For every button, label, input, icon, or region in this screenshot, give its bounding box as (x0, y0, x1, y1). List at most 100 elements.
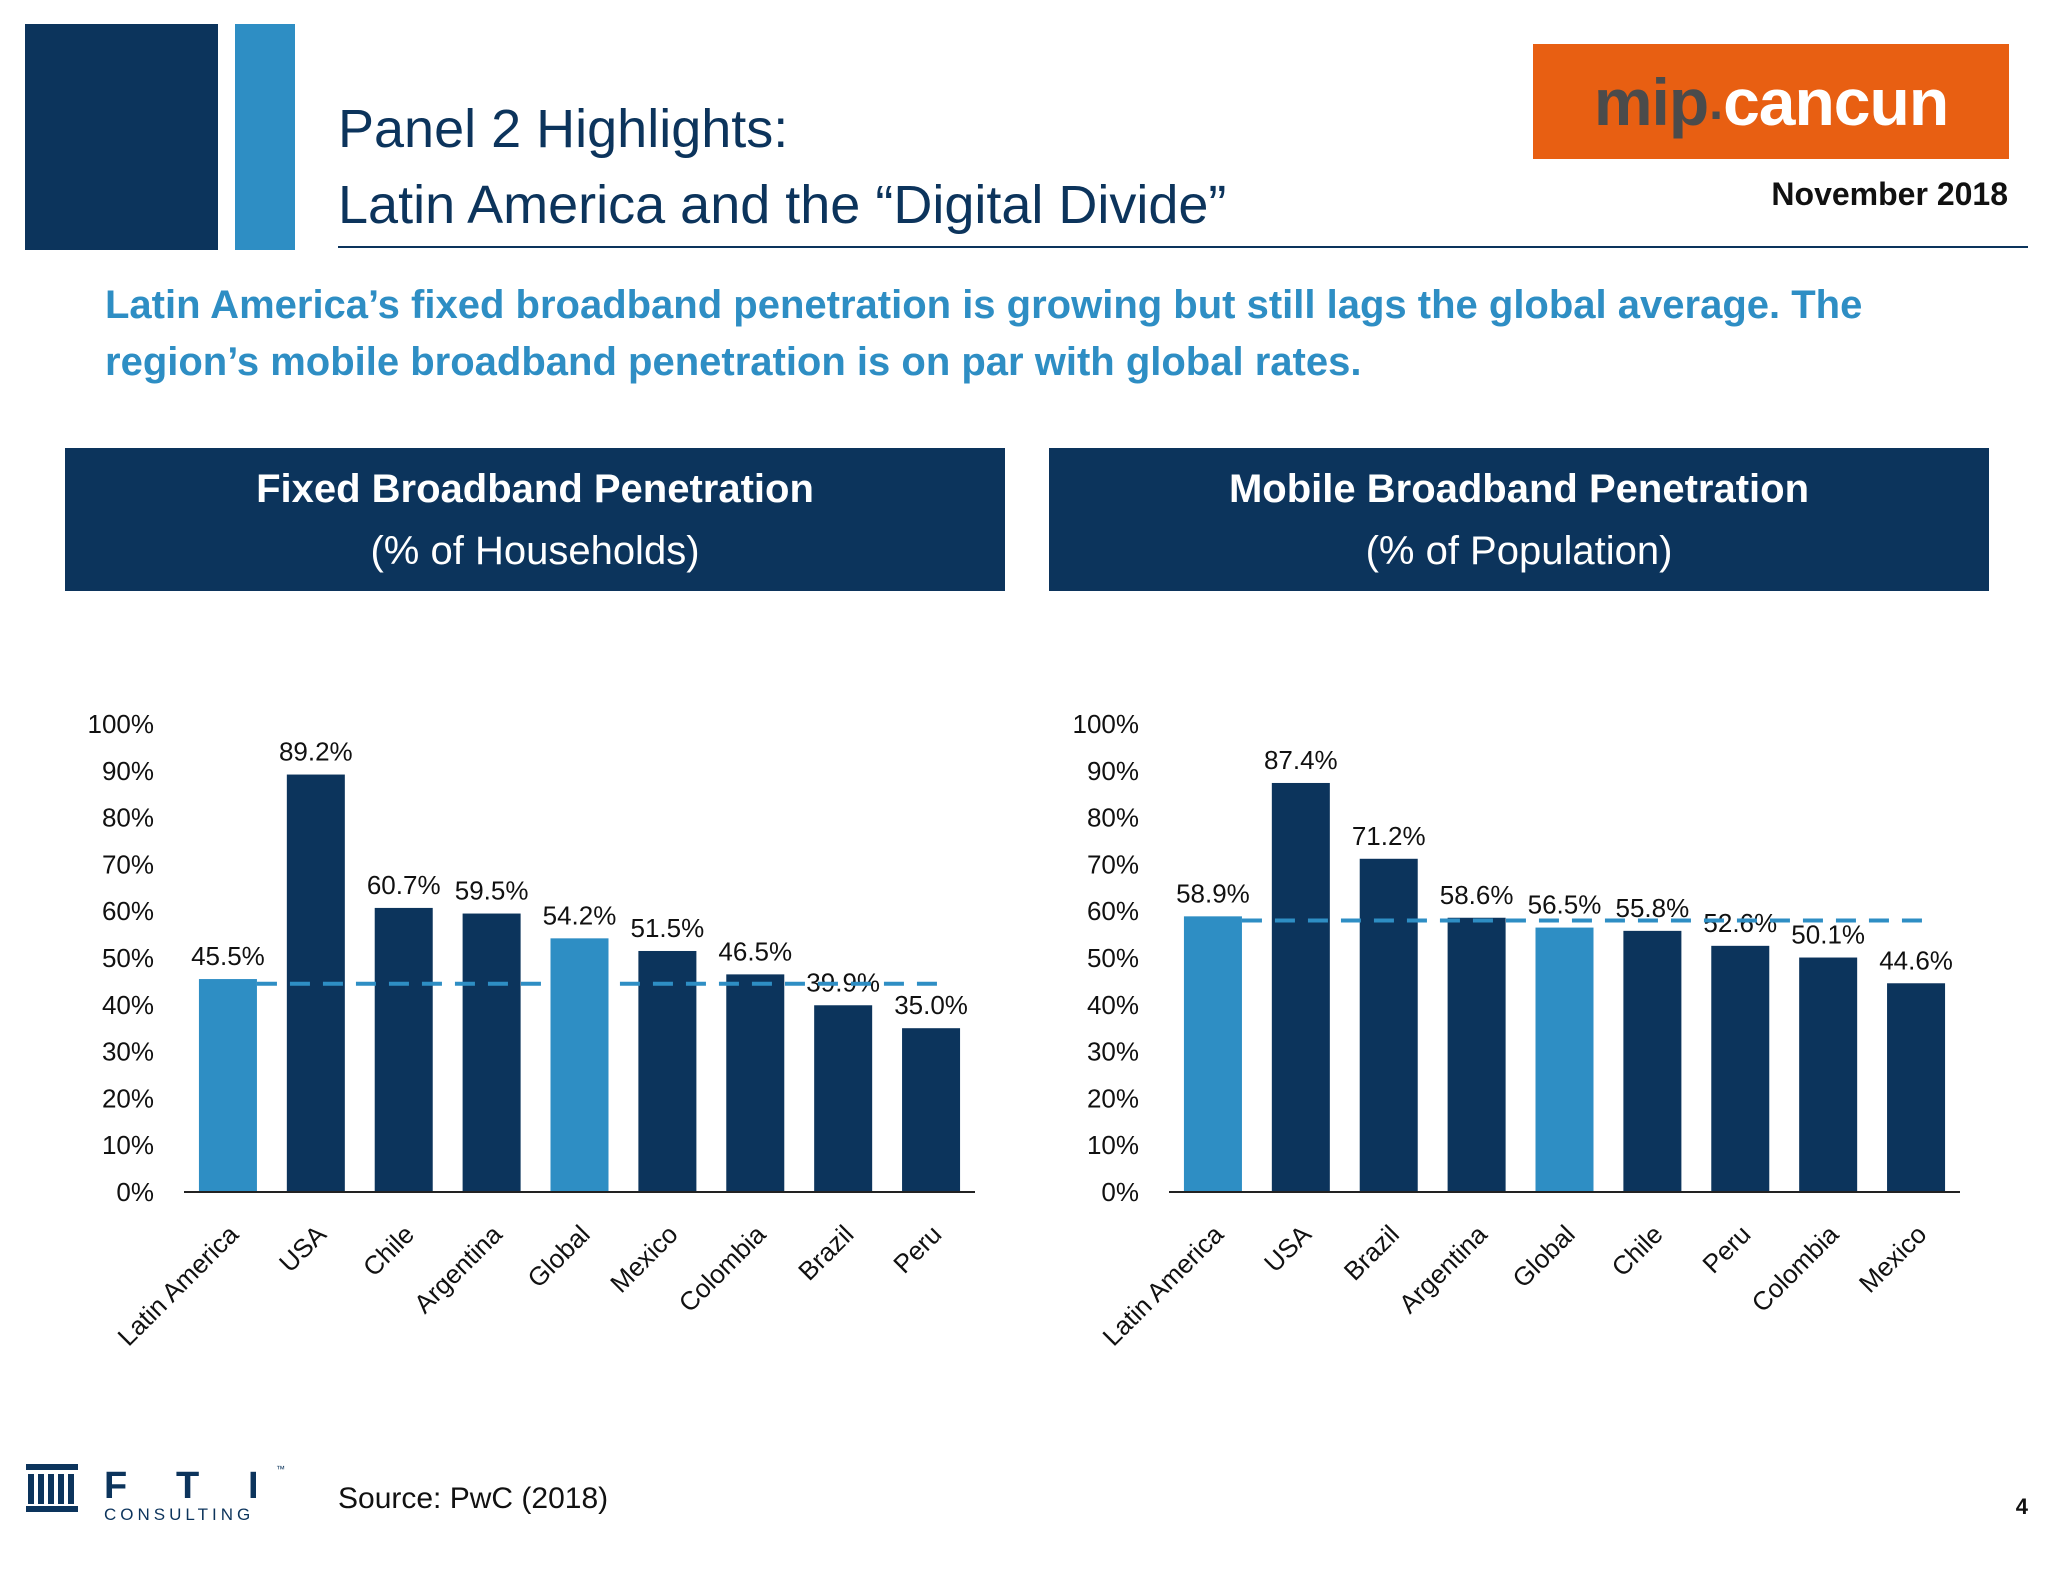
fixed-ytick-label: 40% (102, 990, 154, 1020)
mobile-ytick-label: 20% (1087, 1083, 1139, 1113)
fixed-data-label: 45.5% (191, 941, 265, 971)
slide-title-line-1: Panel 2 Highlights: (338, 99, 789, 159)
mobile-category-label: Peru (1696, 1219, 1756, 1279)
fixed-category-label: Global (521, 1219, 595, 1293)
mobile-broadband-header: Mobile Broadband Penetration (% of Popul… (1049, 448, 1989, 591)
mobile-data-label: 87.4% (1264, 745, 1338, 775)
fixed-bar-latin-america (198, 979, 257, 1192)
page-number: 4 (2015, 1494, 2028, 1519)
decorative-block-dark (25, 24, 218, 250)
mobile-bar-mexico (1887, 983, 1946, 1192)
fixed-category-label: Argentina (408, 1219, 508, 1319)
fti-letter-t: T (176, 1465, 199, 1507)
mobile-category-label: Mexico (1853, 1219, 1932, 1298)
source-note: Source: PwC (2018) (338, 1482, 609, 1515)
mobile-category-label: Global (1506, 1219, 1580, 1293)
fti-trademark: ™ (276, 1464, 285, 1474)
fti-consulting-word: CONSULTING (104, 1505, 254, 1522)
mobile-category-label: Chile (1606, 1219, 1669, 1282)
fixed-category-label: Colombia (673, 1219, 772, 1318)
mobile-ytick-label: 90% (1087, 756, 1139, 786)
mobile-bar-usa (1271, 782, 1330, 1192)
mobile-ytick-label: 30% (1087, 1037, 1139, 1067)
decorative-block-light (235, 24, 295, 250)
logo-dot: . (1709, 73, 1723, 130)
mobile-bar-argentina (1447, 917, 1506, 1192)
fixed-ytick-label: 10% (102, 1130, 154, 1160)
fti-letter-f: F (104, 1465, 127, 1507)
fixed-ytick-label: 80% (102, 803, 154, 833)
mobile-data-label: 50.1% (1791, 920, 1865, 950)
fixed-data-label: 46.5% (718, 936, 792, 966)
mobile-bar-latin-america (1183, 916, 1242, 1192)
fixed-data-label: 35.0% (894, 990, 968, 1020)
slide-subtitle: Latin America’s fixed broadband penetrat… (105, 283, 1863, 384)
mobile-category-label: Latin America (1097, 1219, 1230, 1352)
mobile-broadband-subtitle: (% of Population) (1365, 529, 1673, 573)
fixed-ytick-label: 70% (102, 849, 154, 879)
fixed-data-label: 54.2% (543, 900, 617, 930)
fixed-data-label: 51.5% (631, 913, 705, 943)
fixed-bar-argentina (462, 913, 521, 1192)
mobile-broadband-chart: 0% 10% 20% 30% 40% 50% 60% 70% 80% 90% 100% 58.9% La… (1073, 709, 1960, 1352)
fixed-ytick-label: 100% (88, 709, 155, 739)
fixed-data-label: 59.5% (455, 876, 529, 906)
fixed-category-label: Mexico (604, 1219, 683, 1298)
mobile-data-label: 56.5% (1528, 890, 1602, 920)
mobile-ytick-label: 80% (1087, 803, 1139, 833)
mobile-category-label: Argentina (1393, 1219, 1493, 1319)
mobile-data-label: 58.9% (1176, 878, 1250, 908)
fixed-ytick-label: 90% (102, 756, 154, 786)
fixed-broadband-subtitle: (% of Households) (370, 529, 700, 573)
mobile-ytick-label: 0% (1101, 1177, 1139, 1207)
fixed-category-label: Chile (357, 1219, 420, 1282)
fixed-category-label: Latin America (112, 1219, 245, 1352)
slide-date: November 2018 (1771, 176, 2008, 212)
mobile-ytick-label: 10% (1087, 1130, 1139, 1160)
fti-letter-i: I (248, 1465, 259, 1507)
mobile-bar-peru (1711, 945, 1770, 1192)
mobile-data-label: 44.6% (1879, 945, 1953, 975)
fixed-broadband-chart: 0% 10% 20% 30% 40% 50% 60% 70% 80% 90% 100% 45.5% La… (88, 709, 975, 1352)
mobile-ytick-label: 50% (1087, 943, 1139, 973)
fti-consulting-logo: F T I ™ CONSULTING (26, 1464, 285, 1522)
fixed-ytick-label: 0% (116, 1177, 154, 1207)
mobile-bar-chile (1623, 930, 1682, 1192)
fixed-bar-peru (902, 1028, 961, 1192)
mobile-ytick-label: 70% (1087, 849, 1139, 879)
logo-cancun-text: cancun (1723, 64, 1949, 139)
mobile-bar-global (1535, 927, 1594, 1192)
fixed-category-label: Brazil (792, 1219, 859, 1286)
fixed-data-label: 60.7% (367, 870, 441, 900)
mobile-category-label: Colombia (1746, 1219, 1845, 1318)
fixed-ytick-label: 50% (102, 943, 154, 973)
mobile-bar-brazil (1359, 858, 1418, 1192)
mobile-ytick-label: 60% (1087, 896, 1139, 926)
mobile-category-label: Brazil (1338, 1219, 1405, 1286)
mobile-category-label: USA (1258, 1219, 1317, 1278)
slide-title-line-2: Latin America and the “Digital Divide” (338, 175, 1227, 235)
logo-mip-text: mip (1593, 64, 1709, 139)
fixed-ytick-label: 60% (102, 896, 154, 926)
fixed-broadband-header: Fixed Broadband Penetration (% of Househ… (65, 448, 1005, 591)
fixed-bar-brazil (814, 1005, 873, 1192)
fixed-data-label: 89.2% (279, 737, 353, 767)
fixed-category-label: USA (273, 1219, 332, 1278)
fixed-bar-colombia (726, 974, 785, 1192)
fixed-bar-chile (374, 907, 433, 1192)
fixed-bar-global (550, 938, 609, 1192)
mobile-ytick-label: 100% (1073, 709, 1140, 739)
fixed-ytick-label: 30% (102, 1037, 154, 1067)
fixed-bar-mexico (638, 950, 697, 1192)
mobile-data-label: 52.6% (1703, 908, 1777, 938)
mip-cancun-logo: mip. cancun (1533, 44, 2009, 159)
title-divider (338, 246, 2028, 248)
mobile-data-label: 58.6% (1440, 880, 1514, 910)
mobile-ytick-label: 40% (1087, 990, 1139, 1020)
mobile-data-label: 55.8% (1616, 893, 1690, 923)
mobile-broadband-title: Mobile Broadband Penetration (1228, 467, 1810, 511)
mobile-bar-colombia (1799, 957, 1858, 1192)
fixed-broadband-title: Fixed Broadband Penetration (256, 467, 814, 511)
fti-columns-icon (26, 1464, 78, 1512)
mobile-data-label: 71.2% (1352, 821, 1426, 851)
